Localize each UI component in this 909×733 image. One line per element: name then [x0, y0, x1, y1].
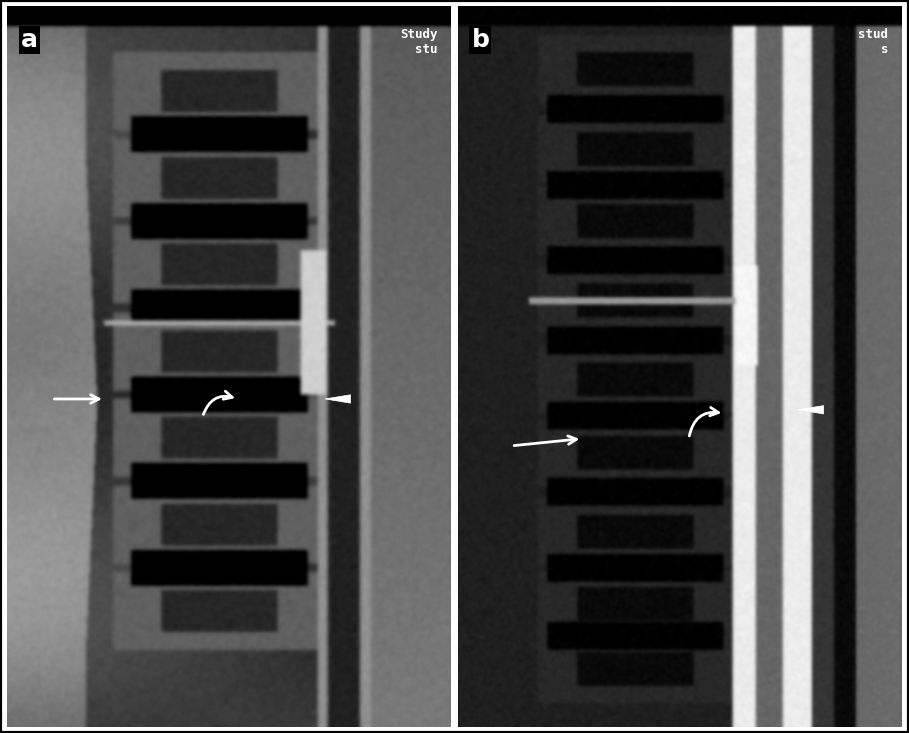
- Text: stud
s: stud s: [858, 28, 888, 56]
- Text: a: a: [21, 28, 37, 51]
- Text: Study
stu: Study stu: [400, 28, 437, 56]
- Text: b: b: [472, 28, 489, 51]
